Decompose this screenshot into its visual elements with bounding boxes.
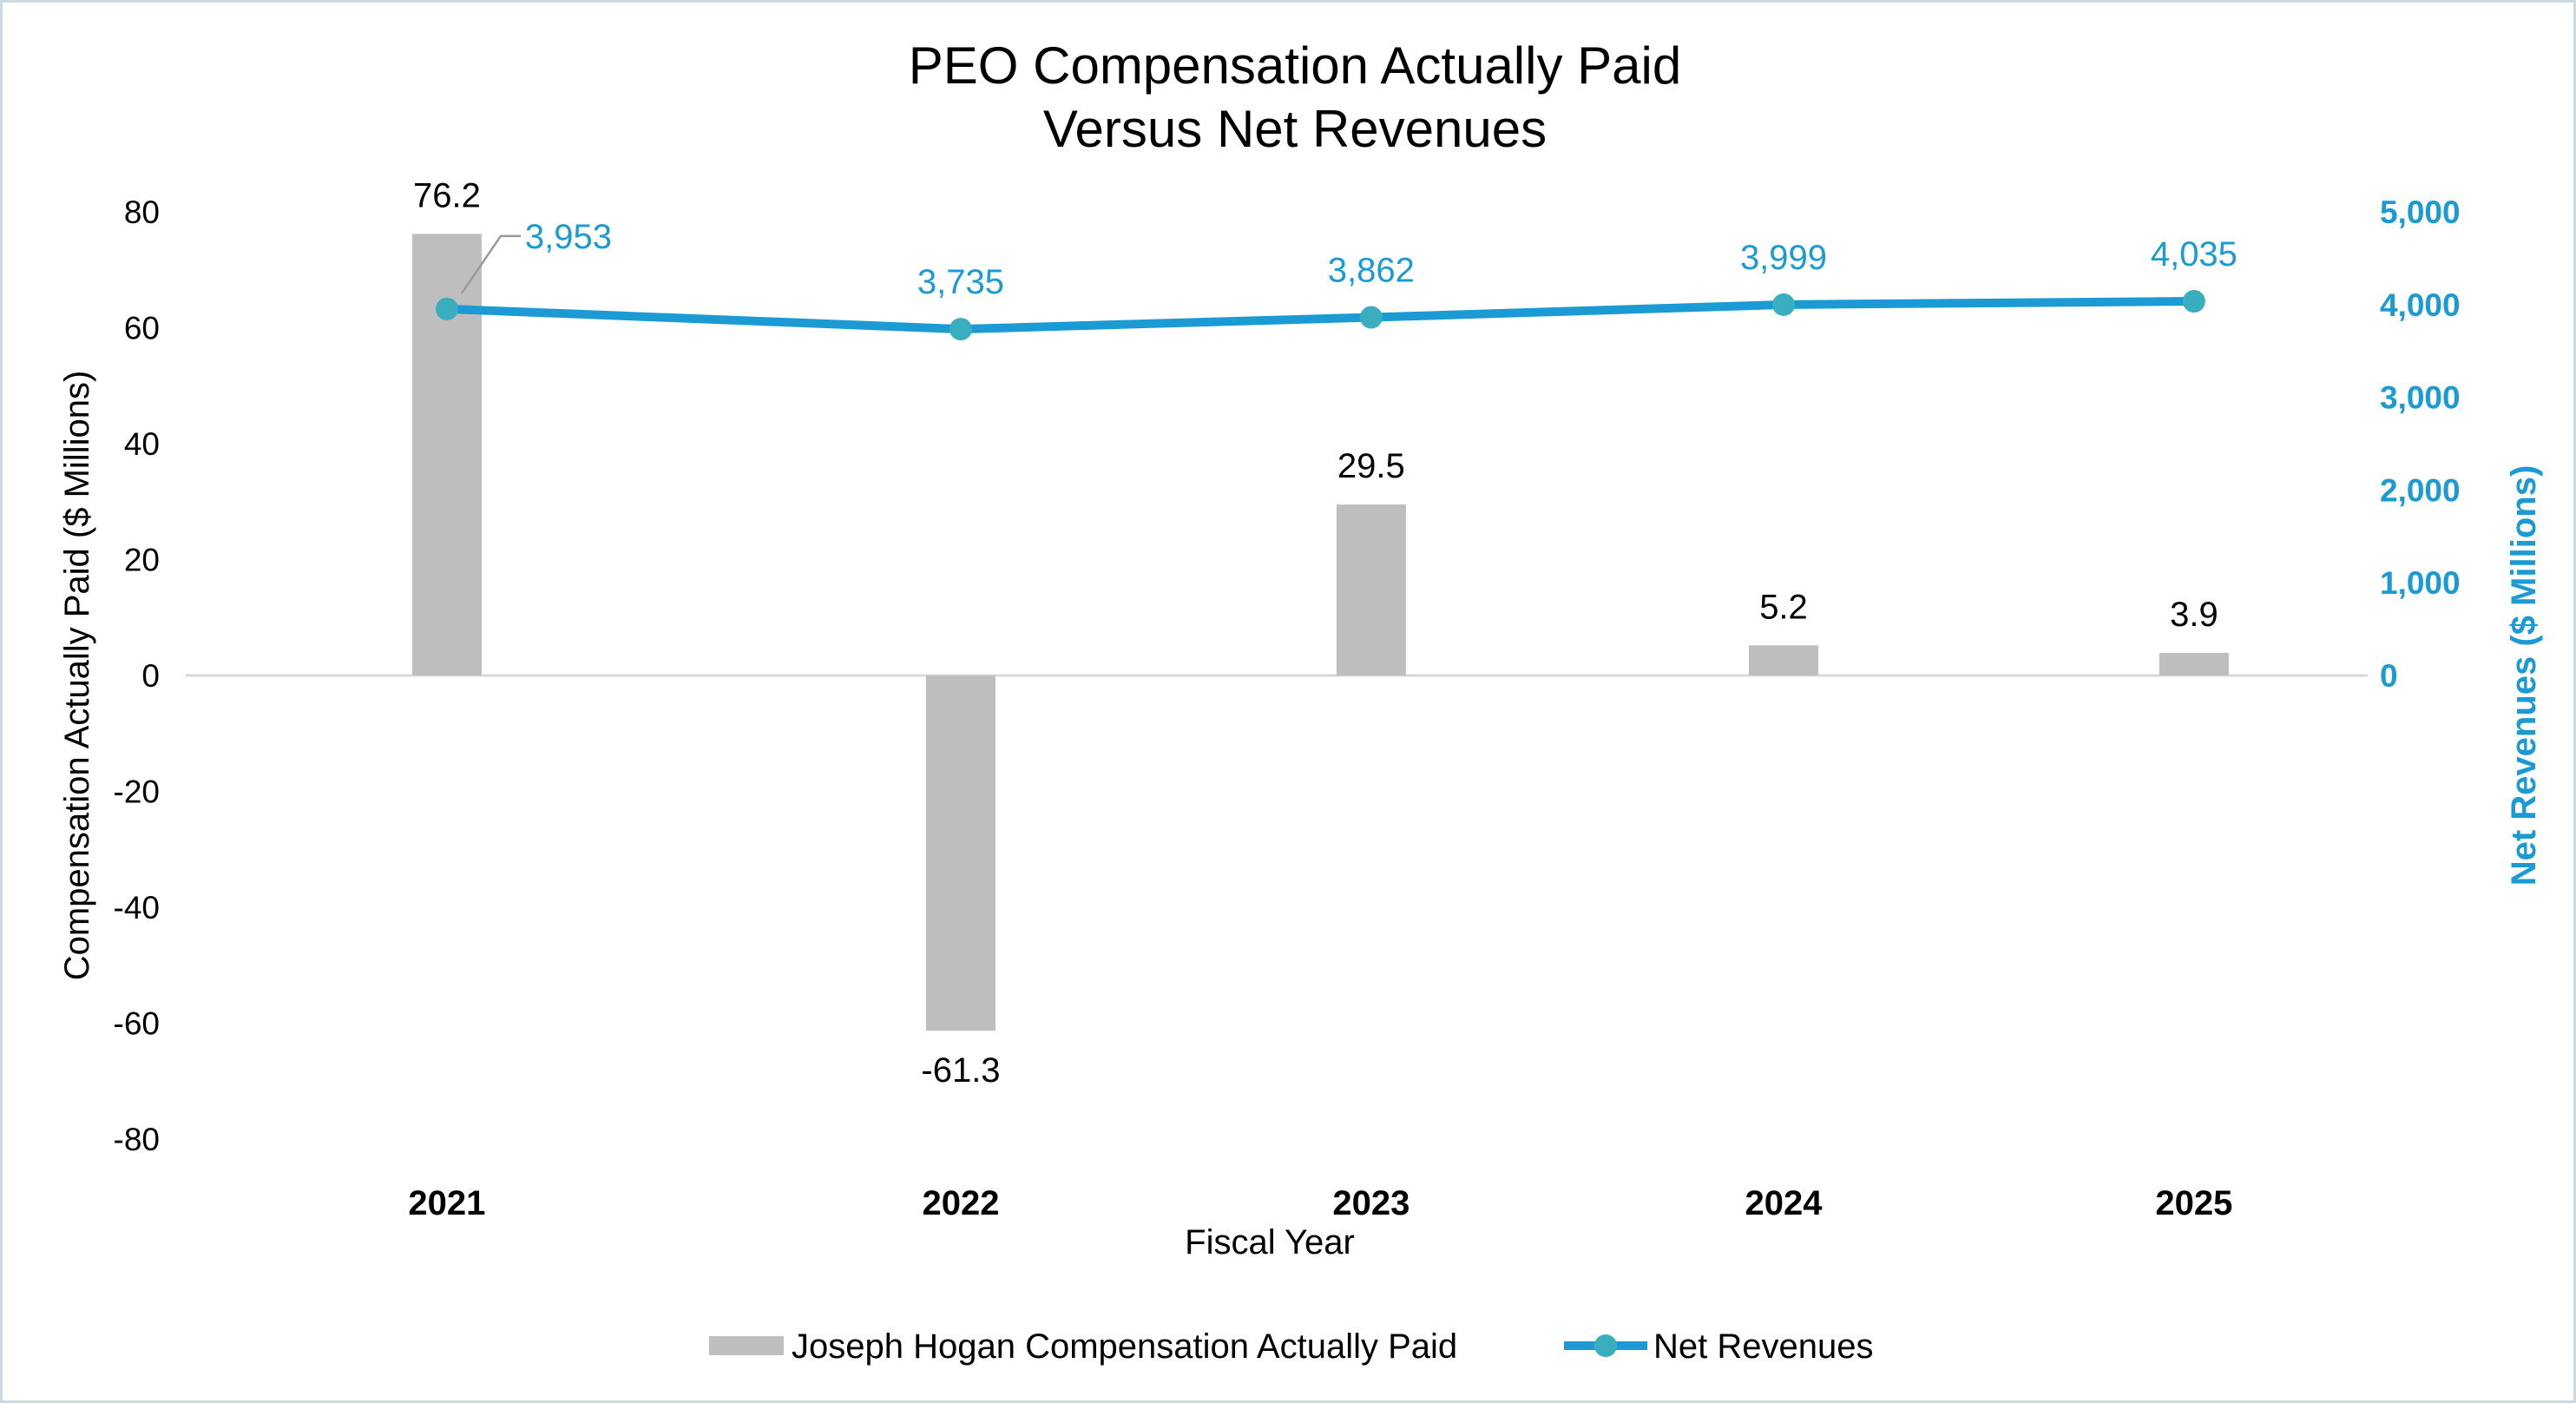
plot-area: 80 60 40 20 0 -20 -40 -60 -80 5,000 4,000 3,000 2,00…	[114, 176, 2461, 1222]
left-axis-title: Compensation Actually Paid ($ Millions)	[58, 371, 96, 981]
x-axis-title: Fiscal Year	[1185, 1223, 1355, 1261]
bar-value-label-2023: 29.5	[1337, 447, 1405, 485]
legend-label-compensation: Joseph Hogan Compensation Actually Paid	[792, 1327, 1457, 1366]
line-marker-2022	[949, 318, 972, 341]
legend-label-net-revenues: Net Revenues	[1653, 1327, 1873, 1366]
x-axis-label-2025: 2025	[2155, 1184, 2232, 1222]
right-axis-tick-label: 4,000	[2380, 287, 2461, 323]
right-axis-tick-label: 3,000	[2380, 380, 2461, 416]
legend: Joseph Hogan Compensation Actually Paid …	[709, 1327, 1873, 1366]
right-axis-tick-label: 5,000	[2380, 194, 2461, 230]
x-axis-label-2022: 2022	[922, 1184, 999, 1222]
right-axis-title: Net Revenues ($ Millions)	[2505, 465, 2543, 886]
left-axis-tick-label: -60	[114, 1006, 160, 1042]
left-axis-tick-label: 60	[124, 311, 160, 346]
x-axis-label-2024: 2024	[1745, 1184, 1824, 1222]
x-axis-label-2023: 2023	[1332, 1184, 1410, 1222]
callout-leader-line	[460, 234, 521, 294]
bar-2022	[925, 675, 996, 1031]
legend-bar-swatch	[709, 1336, 784, 1355]
chart-title-line2: Versus Net Revenues	[1043, 100, 1547, 158]
line-value-label-2024: 3,999	[1740, 239, 1827, 277]
bar-value-label-2024: 5.2	[1759, 588, 1808, 626]
line-value-label-2025: 4,035	[2151, 235, 2238, 273]
bar-value-label-2025: 3.9	[2170, 596, 2218, 634]
x-axis-label-2021: 2021	[408, 1184, 485, 1222]
line-value-label-2023: 3,862	[1328, 252, 1415, 290]
bar-value-label-2021: 76.2	[413, 176, 481, 214]
line-marker-2021	[435, 297, 458, 320]
right-axis-tick-label: 2,000	[2380, 472, 2461, 508]
net-revenues-line	[446, 297, 2194, 334]
left-axis-tick-label: 40	[124, 426, 160, 462]
bar-2025	[2159, 652, 2229, 675]
bar-2023	[1336, 504, 1406, 675]
line-marker-2024	[1772, 293, 1796, 316]
legend-line-marker-icon	[1594, 1334, 1617, 1357]
right-axis-tick-label: 0	[2380, 658, 2398, 694]
bar-value-label-2022: -61.3	[921, 1051, 1000, 1090]
left-axis-tick-label: 80	[124, 194, 160, 230]
left-axis-tick-label: -80	[114, 1122, 160, 1157]
chart-title-line1: PEO Compensation Actually Paid	[909, 36, 1681, 95]
line-marker-2023	[1359, 306, 1383, 329]
left-axis-tick-label: -40	[114, 890, 160, 925]
line-marker-2025	[2182, 290, 2205, 313]
line-value-label-2021: 3,953	[525, 218, 612, 256]
left-axis-tick-label: 0	[141, 658, 160, 694]
left-axis-tick-label: 20	[124, 543, 160, 578]
line-value-label-2022: 3,735	[917, 263, 1004, 301]
left-axis-tick-label: -20	[114, 774, 160, 810]
right-axis-tick-label: 1,000	[2380, 565, 2461, 601]
bar-2024	[1749, 645, 1819, 675]
